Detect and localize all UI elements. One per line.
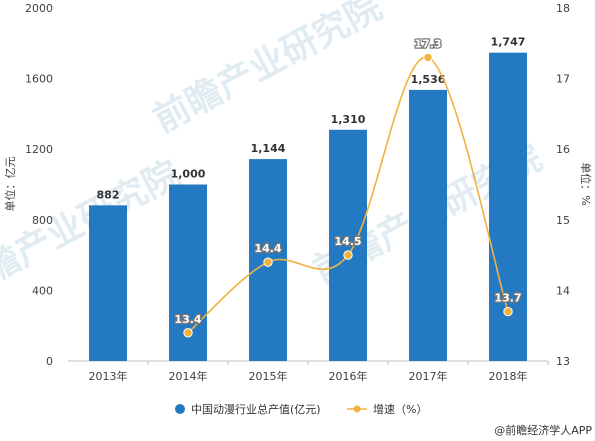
right-tick-label: 15 (556, 214, 570, 227)
growth-point (423, 52, 433, 63)
growth-value-label: 14.5 (334, 235, 361, 248)
right-tick-label: 18 (556, 2, 570, 15)
legend: 中国动漫行业总产值(亿元) 增速（%） (175, 402, 427, 416)
x-tick-label: 2017年 (409, 369, 448, 383)
growth-point (503, 306, 513, 317)
right-axis-title: 单位：% (579, 162, 593, 205)
left-y-axis: 0 400 800 1200 1600 2000 (25, 2, 53, 368)
x-tick-label: 2013年 (89, 369, 128, 383)
x-tick-label: 2018年 (489, 369, 528, 383)
bar-value-label: 1,536 (411, 73, 446, 86)
legend-line-dot (353, 405, 361, 413)
bar-value-label: 1,310 (331, 113, 366, 126)
left-tick-label: 800 (32, 214, 53, 227)
left-tick-label: 1200 (25, 143, 53, 156)
left-tick-label: 1600 (25, 73, 53, 86)
growth-data-labels: 13.4 14.4 14.5 17.3 13.7 (173, 36, 523, 327)
bar-value-label: 1,144 (251, 142, 286, 155)
growth-point (263, 257, 273, 267)
growth-points (183, 52, 513, 338)
bar-value-label: 882 (97, 188, 120, 201)
growth-line (187, 56, 509, 334)
growth-value-label: 13.4 (174, 313, 201, 326)
growth-value-label: 13.7 (494, 292, 521, 305)
bar-value-label: 1,000 (171, 168, 206, 181)
bar (89, 205, 127, 361)
growth-point (343, 250, 353, 260)
growth-value-label: 14.4 (254, 242, 281, 255)
left-axis-title: 单位：亿元 (3, 157, 17, 212)
right-tick-label: 16 (556, 143, 570, 156)
right-tick-label: 17 (556, 73, 570, 86)
legend-line-label: 增速（%） (373, 402, 427, 416)
x-tick-label: 2015年 (249, 369, 288, 383)
legend-bar-marker (175, 404, 185, 414)
bar (409, 89, 447, 362)
x-tick-label: 2014年 (169, 369, 208, 383)
x-axis: 2013年 2014年 2015年 2016年 2017年 2018年 (89, 361, 549, 383)
right-tick-label: 13 (556, 355, 570, 368)
right-tick-label: 14 (556, 284, 570, 297)
right-y-axis: 13 14 15 16 17 18 (556, 2, 570, 368)
bar (329, 129, 367, 361)
growth-point (183, 328, 193, 338)
left-tick-label: 2000 (25, 2, 53, 15)
legend-bar-label: 中国动漫行业总产值(亿元) (191, 402, 321, 416)
footer-credit: @前瞻经济学人APP (494, 423, 592, 437)
bar-value-label: 1,747 (491, 36, 526, 49)
left-tick-label: 0 (46, 355, 53, 368)
growth-value-label: 17.3 (414, 37, 441, 50)
x-tick-label: 2016年 (329, 369, 368, 383)
left-tick-label: 400 (32, 284, 53, 297)
bar-data-labels: 882 1,000 1,144 1,310 1,536 1,747 (97, 36, 526, 202)
